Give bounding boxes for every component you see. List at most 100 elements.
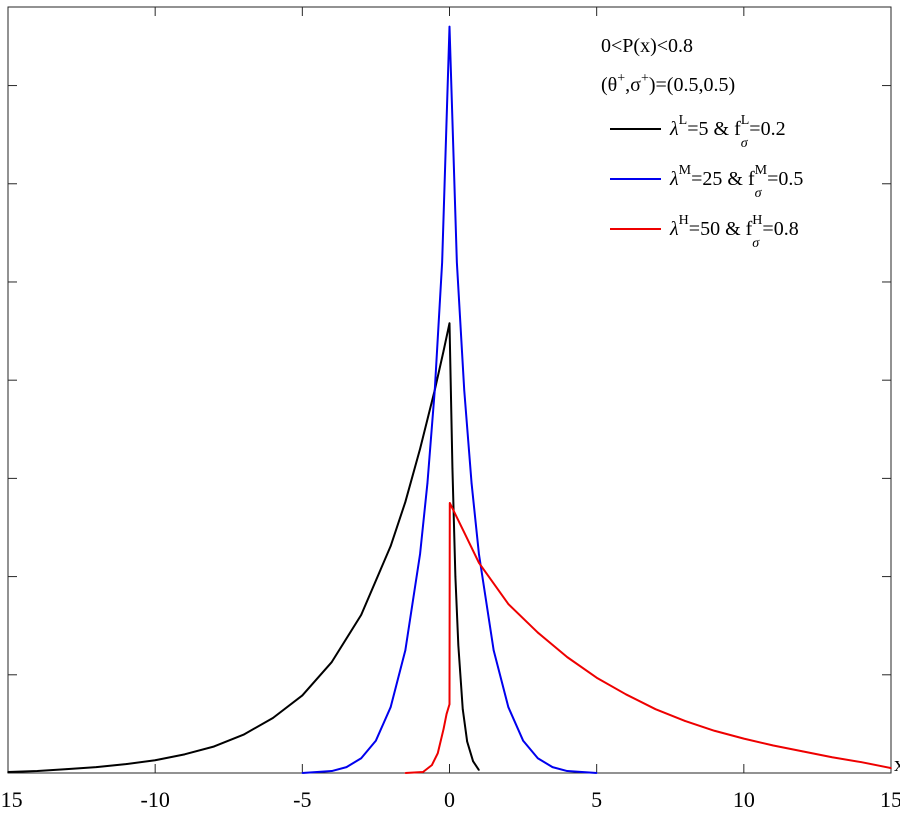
legend-header-part: + — [617, 71, 625, 86]
data-point — [522, 739, 524, 742]
data-point — [772, 744, 775, 747]
data-point — [330, 770, 333, 772]
legend-entry-part: H — [752, 213, 762, 228]
data-point — [154, 759, 156, 762]
data-point — [478, 769, 480, 771]
x-tick-label: 10 — [733, 787, 755, 812]
data-point — [890, 767, 892, 769]
x-tick-label: 0 — [444, 787, 455, 812]
legend-entry-part: L — [741, 113, 750, 128]
data-point — [478, 553, 480, 555]
legend-entry-part: =0.2 — [749, 118, 785, 140]
data-point — [419, 448, 421, 450]
legend-entry-part: =50 & f — [689, 218, 753, 240]
data-point — [457, 644, 460, 647]
data-point — [389, 706, 392, 708]
series-line — [405, 501, 892, 774]
data-point — [360, 757, 363, 760]
data-point — [404, 772, 407, 774]
data-point — [442, 349, 445, 352]
legend-entry-part: H — [679, 213, 689, 228]
legend-header-part: (θ — [601, 74, 617, 96]
legend-header-line1: 0<P(x)<0.8 — [601, 35, 693, 57]
data-point — [441, 261, 443, 264]
series-line — [7, 322, 480, 774]
legend-entry-label: λL=5 & fL=0.2 — [669, 113, 786, 140]
legend-entry-part: =25 & f — [691, 168, 755, 190]
data-point — [124, 763, 127, 765]
data-point — [478, 562, 480, 564]
x-axis-label: x — [894, 751, 900, 776]
x-tick-label: 15 — [880, 787, 900, 812]
data-point — [433, 389, 436, 391]
data-point — [95, 766, 98, 768]
data-point — [448, 502, 451, 504]
legend-header-part: ,σ — [625, 74, 641, 96]
legend: 0<P(x)<0.8(θ+,σ+)=(0.5,0.5)λL=5 & fL=0.2… — [601, 35, 803, 251]
legend-header-part: )=(0.5,0.5) — [649, 74, 735, 96]
data-point — [301, 772, 304, 774]
data-point — [404, 649, 407, 652]
data-point — [213, 745, 215, 748]
legend-entry-part: M — [755, 163, 768, 178]
data-point — [375, 739, 377, 742]
data-point — [595, 772, 598, 774]
data-point — [345, 766, 348, 768]
data-point — [566, 656, 569, 658]
data-point — [454, 575, 457, 578]
data-point — [419, 553, 421, 555]
data-point — [537, 757, 539, 760]
data-point — [860, 761, 863, 763]
legend-entry-part: =0.5 — [767, 168, 803, 190]
data-point — [492, 649, 495, 652]
x-tick-label: -10 — [141, 787, 170, 812]
data-point — [330, 661, 333, 663]
data-point — [451, 467, 454, 470]
data-point — [426, 482, 429, 485]
data-point — [713, 729, 716, 732]
data-point — [470, 482, 473, 485]
data-point — [404, 501, 407, 503]
legend-entry-part: λ — [669, 118, 679, 140]
data-point — [625, 693, 627, 696]
data-point — [831, 756, 833, 759]
data-point — [436, 752, 439, 755]
legend-entry-label: λM=25 & fM=0.5 — [669, 163, 803, 190]
legend-entry-sub: σ — [752, 236, 760, 251]
data-point — [507, 603, 510, 605]
data-point — [66, 768, 68, 770]
data-point — [448, 322, 451, 325]
data-point — [743, 737, 745, 740]
data-point — [7, 771, 9, 773]
data-point — [461, 708, 464, 710]
legend-entry-part: =5 & f — [687, 118, 741, 140]
data-point — [463, 389, 466, 391]
data-point — [272, 717, 274, 719]
legend-header-line2: (θ+,σ+)=(0.5,0.5) — [601, 71, 735, 96]
data-point — [183, 753, 186, 756]
x-tick-label: -15 — [0, 787, 23, 812]
x-tick-label: 5 — [591, 787, 602, 812]
data-point — [448, 25, 451, 28]
data-point — [301, 694, 304, 697]
series-0 — [7, 322, 480, 774]
data-point — [242, 733, 245, 736]
data-point — [654, 708, 657, 710]
series-2 — [404, 501, 892, 774]
data-point — [422, 771, 424, 773]
data-point — [595, 676, 598, 679]
legend-entry-sub: σ — [755, 186, 763, 201]
legend-entry-part: M — [679, 163, 692, 178]
legend-entry-part: =0.8 — [762, 218, 798, 240]
series-layer — [7, 25, 892, 774]
data-point — [537, 631, 539, 634]
legend-entry-part: λ — [669, 218, 679, 240]
axis-labels: x — [894, 751, 900, 776]
data-point — [551, 766, 554, 768]
legend-entry-sub: σ — [741, 136, 749, 151]
data-point — [566, 770, 569, 772]
legend-entry-part: L — [679, 113, 688, 128]
data-point — [684, 720, 686, 722]
data-point — [801, 750, 804, 753]
data-point — [360, 614, 363, 616]
